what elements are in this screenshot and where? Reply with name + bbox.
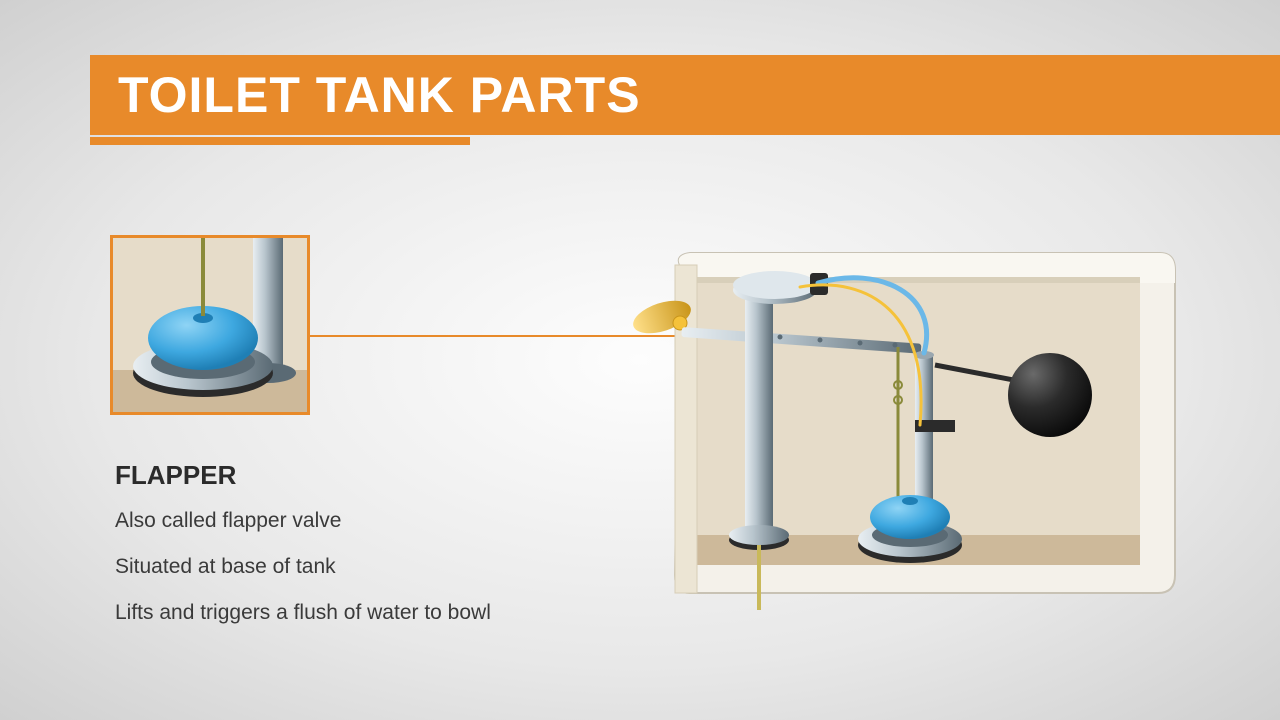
part-description: FLAPPER Also called flapper valve Situat… [115, 460, 595, 647]
title-bar: TOILET TANK PARTS [90, 55, 1280, 135]
part-desc-line: Also called flapper valve [115, 509, 595, 533]
tank-diagram [620, 235, 1180, 615]
page-title: TOILET TANK PARTS [118, 66, 641, 124]
detail-callout-box [110, 235, 310, 415]
tank-diagram-icon [620, 235, 1180, 615]
part-desc-line: Lifts and triggers a flush of water to b… [115, 601, 595, 625]
part-name-heading: FLAPPER [115, 460, 595, 491]
flapper-detail-icon [113, 238, 307, 412]
part-desc-line: Situated at base of tank [115, 555, 595, 579]
title-accent-bar [90, 137, 470, 145]
